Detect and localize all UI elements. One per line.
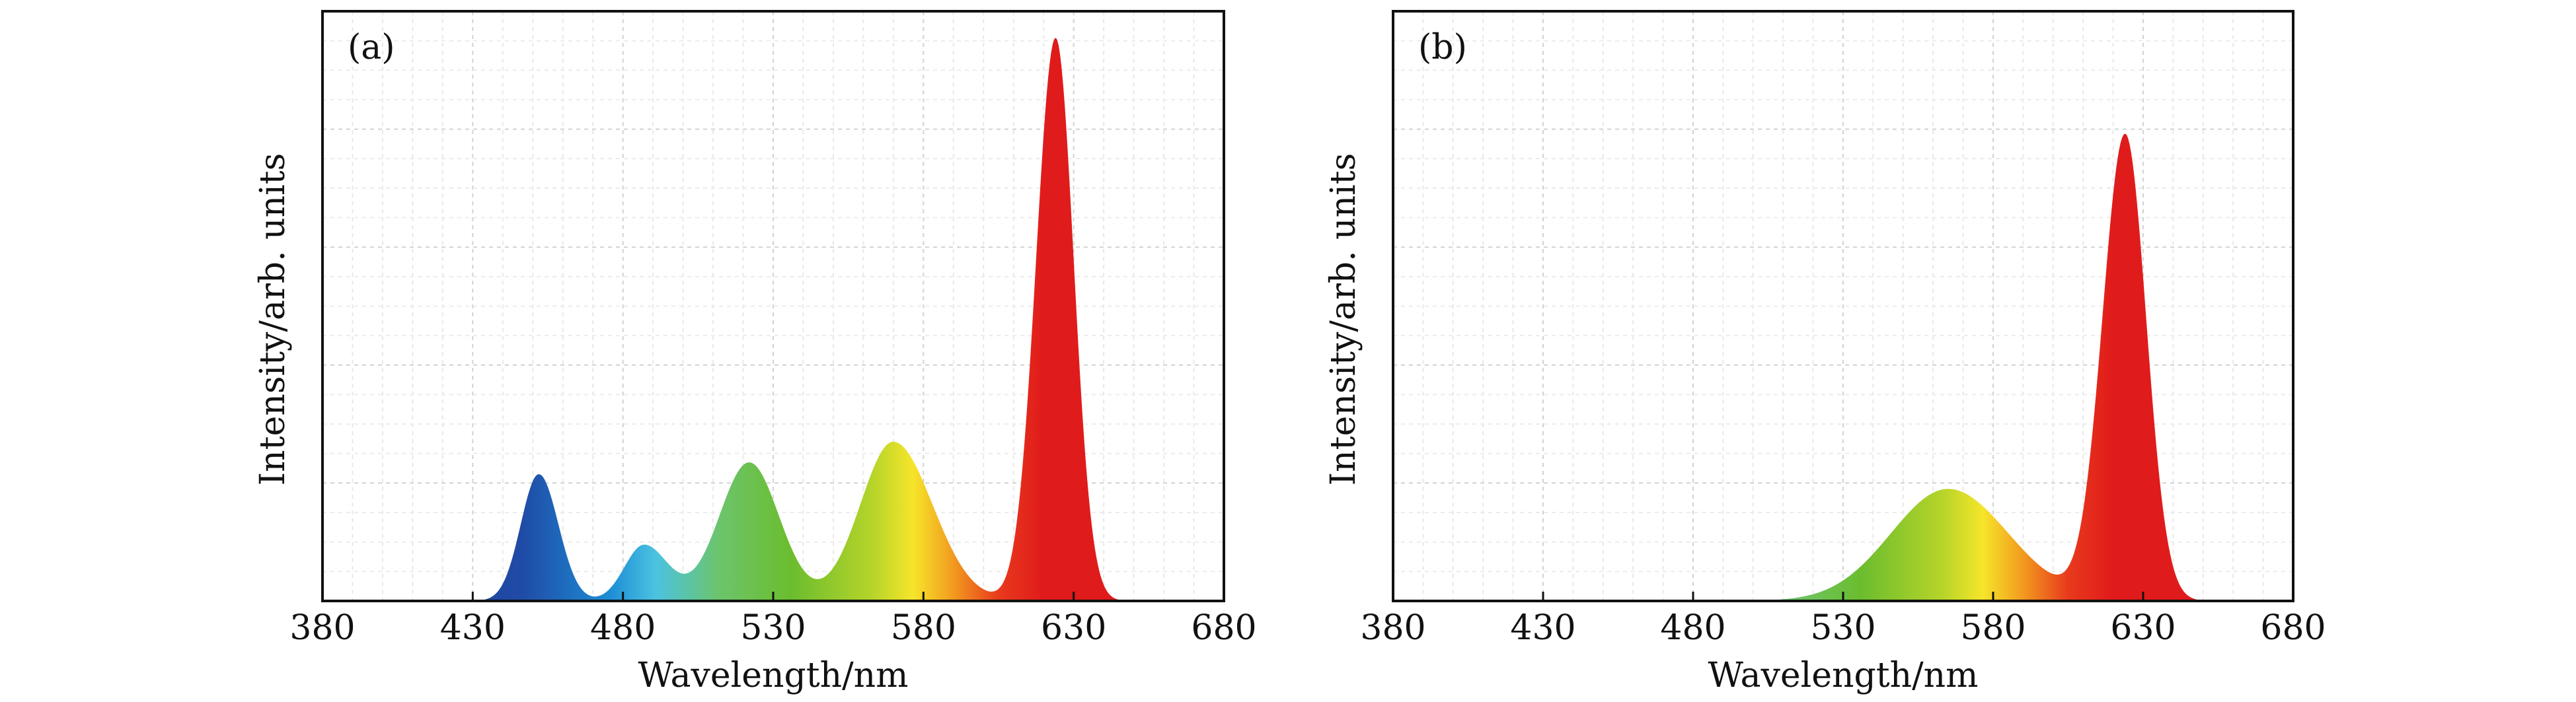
panel-b-label: (b) [1418,28,1467,67]
x-tick-label: 680 [1191,608,1256,648]
panel-b-x-axis-title: Wavelength/nm [1708,656,1979,695]
panel-a-y-axis-title: Intensity/arb. units [253,153,293,486]
panel-b-spectrum: 380 430 480 530 580 630 680 (b) Wavelength/nm … [1324,10,2326,695]
x-tick-label: 680 [2260,608,2326,648]
panel-a-spectrum-area [322,38,1224,601]
panel-a-x-ticks: 380 430 480 530 580 630 680 [289,592,1257,648]
x-tick-label: 530 [740,608,806,648]
x-tick-label: 580 [891,608,956,648]
x-tick-label: 630 [2110,608,2176,648]
x-tick-label: 530 [1810,608,1875,648]
panel-a-label: (a) [348,28,395,67]
x-tick-label: 430 [440,608,506,648]
panel-b-spectrum-area [1393,133,2293,602]
x-tick-label: 380 [1360,608,1425,648]
panel-b-x-ticks: 380 430 480 530 580 630 680 [1360,592,2326,648]
x-tick-label: 380 [289,608,355,648]
x-tick-label: 630 [1041,608,1106,648]
x-tick-label: 480 [1660,608,1725,648]
x-tick-label: 430 [1510,608,1575,648]
panel-a-x-axis-title: Wavelength/nm [638,656,909,695]
x-tick-label: 480 [590,608,656,648]
panel-a-spectrum: 380 430 480 530 580 630 680 (a) Wavelength/nm … [253,10,1257,695]
x-tick-label: 580 [1960,608,2026,648]
panel-b-y-axis-title: Intensity/arb. units [1324,153,1363,486]
